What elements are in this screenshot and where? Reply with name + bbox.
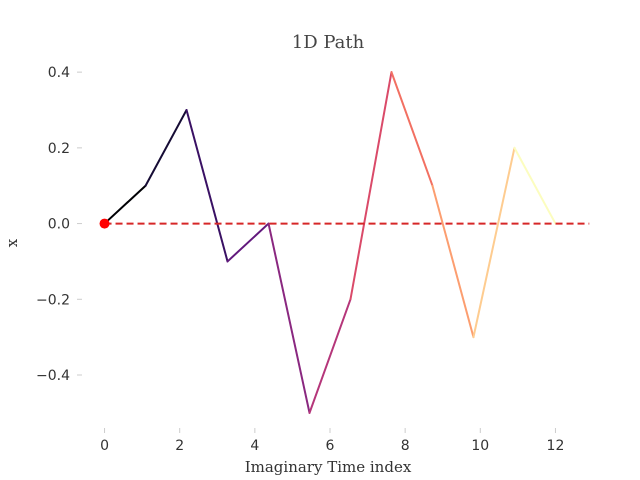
x-tick-label: 0 <box>100 438 109 454</box>
y-tick-label: 0.2 <box>48 141 70 157</box>
path-segment <box>185 109 229 263</box>
plot-area <box>99 71 590 414</box>
y-tick-label: 0.4 <box>48 65 70 81</box>
y-axis-label: x <box>3 238 21 247</box>
path-segment <box>390 71 434 187</box>
x-tick-label: 10 <box>471 438 489 454</box>
x-axis: 0 2 4 6 8 10 12 <box>100 428 564 454</box>
path-segment <box>472 146 516 339</box>
path-segment <box>431 184 475 339</box>
y-axis: −0.4 −0.2 0.0 0.2 0.4 <box>36 65 82 384</box>
x-tick-label: 4 <box>250 438 259 454</box>
y-tick-label: −0.4 <box>36 368 70 384</box>
x-axis-label: Imaginary Time index <box>245 458 412 476</box>
x-tick-label: 8 <box>401 438 410 454</box>
path-segment <box>308 298 352 414</box>
path-segment <box>267 222 311 414</box>
path-segment <box>226 222 270 263</box>
path-segment <box>513 146 557 225</box>
x-tick-label: 12 <box>547 438 565 454</box>
path-segment <box>144 109 188 187</box>
y-tick-label: 0.0 <box>48 217 70 233</box>
y-tick-label: −0.2 <box>36 292 70 308</box>
path-segment <box>349 71 393 301</box>
x-tick-label: 6 <box>326 438 335 454</box>
x-tick-label: 2 <box>175 438 184 454</box>
chart-title: 1D Path <box>292 32 365 53</box>
path-segment <box>103 184 147 225</box>
start-point-marker <box>99 218 110 229</box>
